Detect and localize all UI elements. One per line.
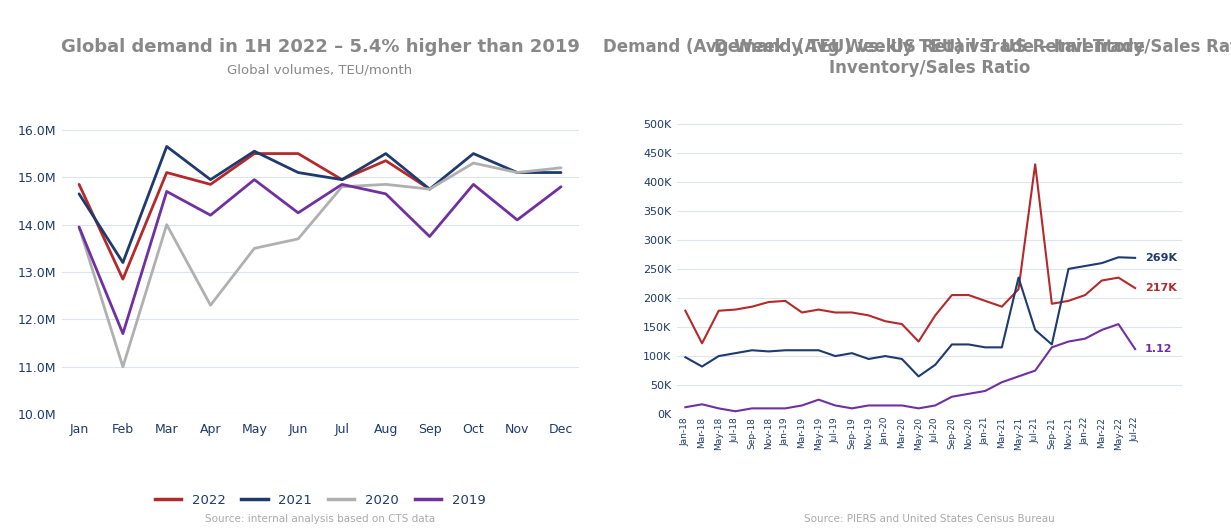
- Text: Demand (Avg Weekly TEU) vs. US Retail Trade – Inventory/Sales Ratio: Demand (Avg Weekly TEU) vs. US Retail Tr…: [603, 38, 1231, 56]
- Text: Inventory/Sales Ratio: Inventory/Sales Ratio: [828, 59, 1030, 77]
- Text: Source: internal analysis based on CTS data: Source: internal analysis based on CTS d…: [206, 514, 435, 524]
- Text: 1.12: 1.12: [1145, 344, 1173, 354]
- Text: Source: PIERS and United States Census Bureau: Source: PIERS and United States Census B…: [804, 514, 1055, 524]
- Text: Global demand in 1H 2022 – 5.4% higher than 2019: Global demand in 1H 2022 – 5.4% higher t…: [60, 38, 580, 56]
- Text: Global volumes, TEU/month: Global volumes, TEU/month: [228, 64, 412, 77]
- Legend: 2022, 2021, 2020, 2019: 2022, 2021, 2020, 2019: [149, 489, 491, 512]
- Text: 269K: 269K: [1145, 253, 1177, 263]
- Text: 217K: 217K: [1145, 283, 1177, 293]
- Text: Demand (Avg Weekly TEU) vs. US Retail Trade: Demand (Avg Weekly TEU) vs. US Retail Tr…: [714, 38, 1145, 56]
